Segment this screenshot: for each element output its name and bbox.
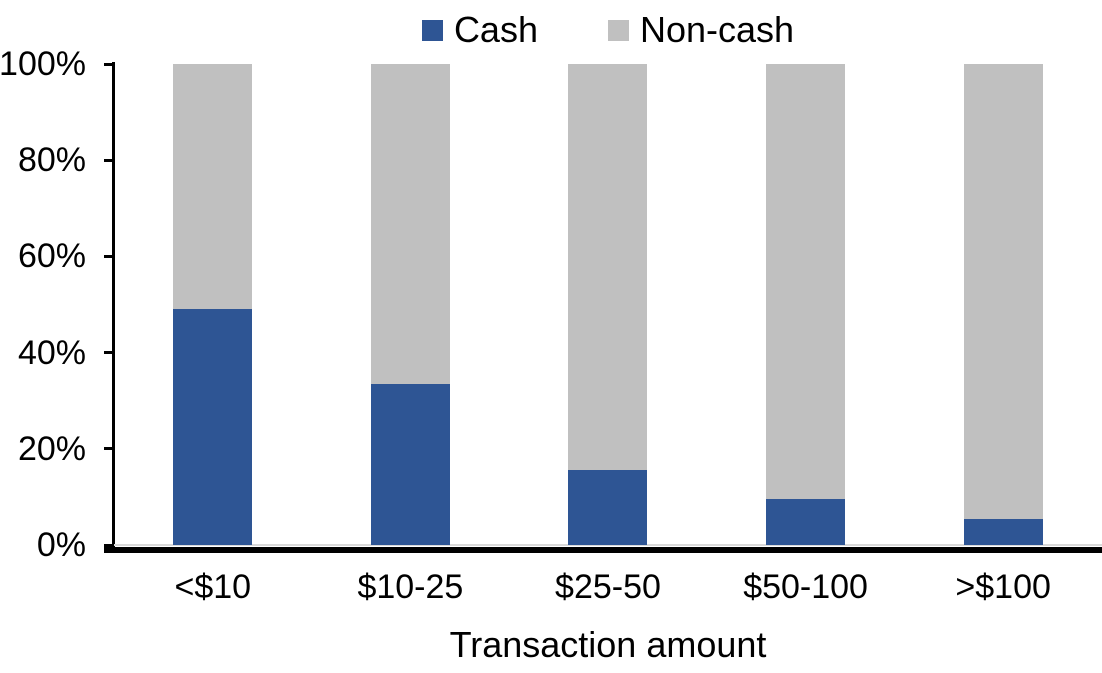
- bar-column: [370, 64, 450, 545]
- x-tick-label: >$100: [955, 568, 1051, 606]
- bar-column: [963, 64, 1043, 545]
- y-tick-mark: [104, 254, 114, 258]
- bar-group--10: [114, 64, 312, 545]
- noncash-legend-label: Non-cash: [639, 9, 795, 50]
- y-axis-tick-labels: 0% 20% 40% 60% 80% 100%: [0, 0, 86, 673]
- bar-segment-non-cash: [370, 64, 450, 384]
- y-tick-mark: [104, 351, 114, 355]
- y-tick-label: 20%: [17, 429, 86, 468]
- bar-segment-non-cash: [766, 64, 846, 500]
- y-tick-mark: [104, 543, 114, 547]
- cash-legend-label: Cash: [453, 9, 538, 50]
- zero-gridline: [114, 544, 1102, 546]
- bar-segment-cash: [370, 383, 450, 545]
- bar-segment-cash: [963, 518, 1043, 545]
- bar-segment-non-cash: [173, 64, 253, 310]
- legend-item-cash: Cash: [421, 8, 538, 52]
- legend: Cash Non-cash: [114, 8, 1102, 52]
- y-tick-label: 80%: [17, 141, 86, 180]
- x-tick-label: $50-100: [743, 568, 868, 606]
- bar-segment-cash: [173, 309, 253, 545]
- y-tick-mark: [104, 62, 114, 66]
- legend-item-noncash: Non-cash: [607, 8, 795, 52]
- x-tick-label: $25-50: [555, 568, 661, 606]
- y-tick-label: 100%: [0, 45, 86, 83]
- x-axis-line: [104, 547, 1102, 553]
- bar-group--50-100: [707, 64, 905, 545]
- x-axis-title: Transaction amount: [449, 624, 767, 665]
- bars: [114, 64, 1102, 545]
- bar-column: [568, 64, 648, 545]
- bar-segment-cash: [568, 470, 648, 545]
- bar-group--10-25: [312, 64, 510, 545]
- bar-column: [766, 64, 846, 545]
- y-tick-label: 40%: [17, 333, 86, 372]
- bar-segment-non-cash: [568, 64, 648, 471]
- plot-area: [114, 64, 1102, 546]
- y-axis-line: [112, 62, 115, 550]
- bar-segment-non-cash: [963, 64, 1043, 519]
- x-tick-label: $10-25: [357, 568, 464, 606]
- y-tick-label: 60%: [17, 237, 86, 276]
- y-tick-mark: [104, 158, 114, 162]
- x-tick-label: <$10: [174, 568, 252, 606]
- cash-swatch-icon: [421, 19, 443, 41]
- y-tick-label: 0%: [36, 526, 86, 564]
- bar-group--100: [904, 64, 1102, 545]
- y-tick-mark: [104, 447, 114, 451]
- noncash-swatch-icon: [607, 19, 629, 41]
- bar-column: [173, 64, 253, 545]
- x-axis-tick-labels: <$10 $10-25 $25-50 $50-100 >$100: [114, 567, 1102, 607]
- bar-segment-cash: [766, 499, 846, 545]
- bar-group--25-50: [509, 64, 707, 545]
